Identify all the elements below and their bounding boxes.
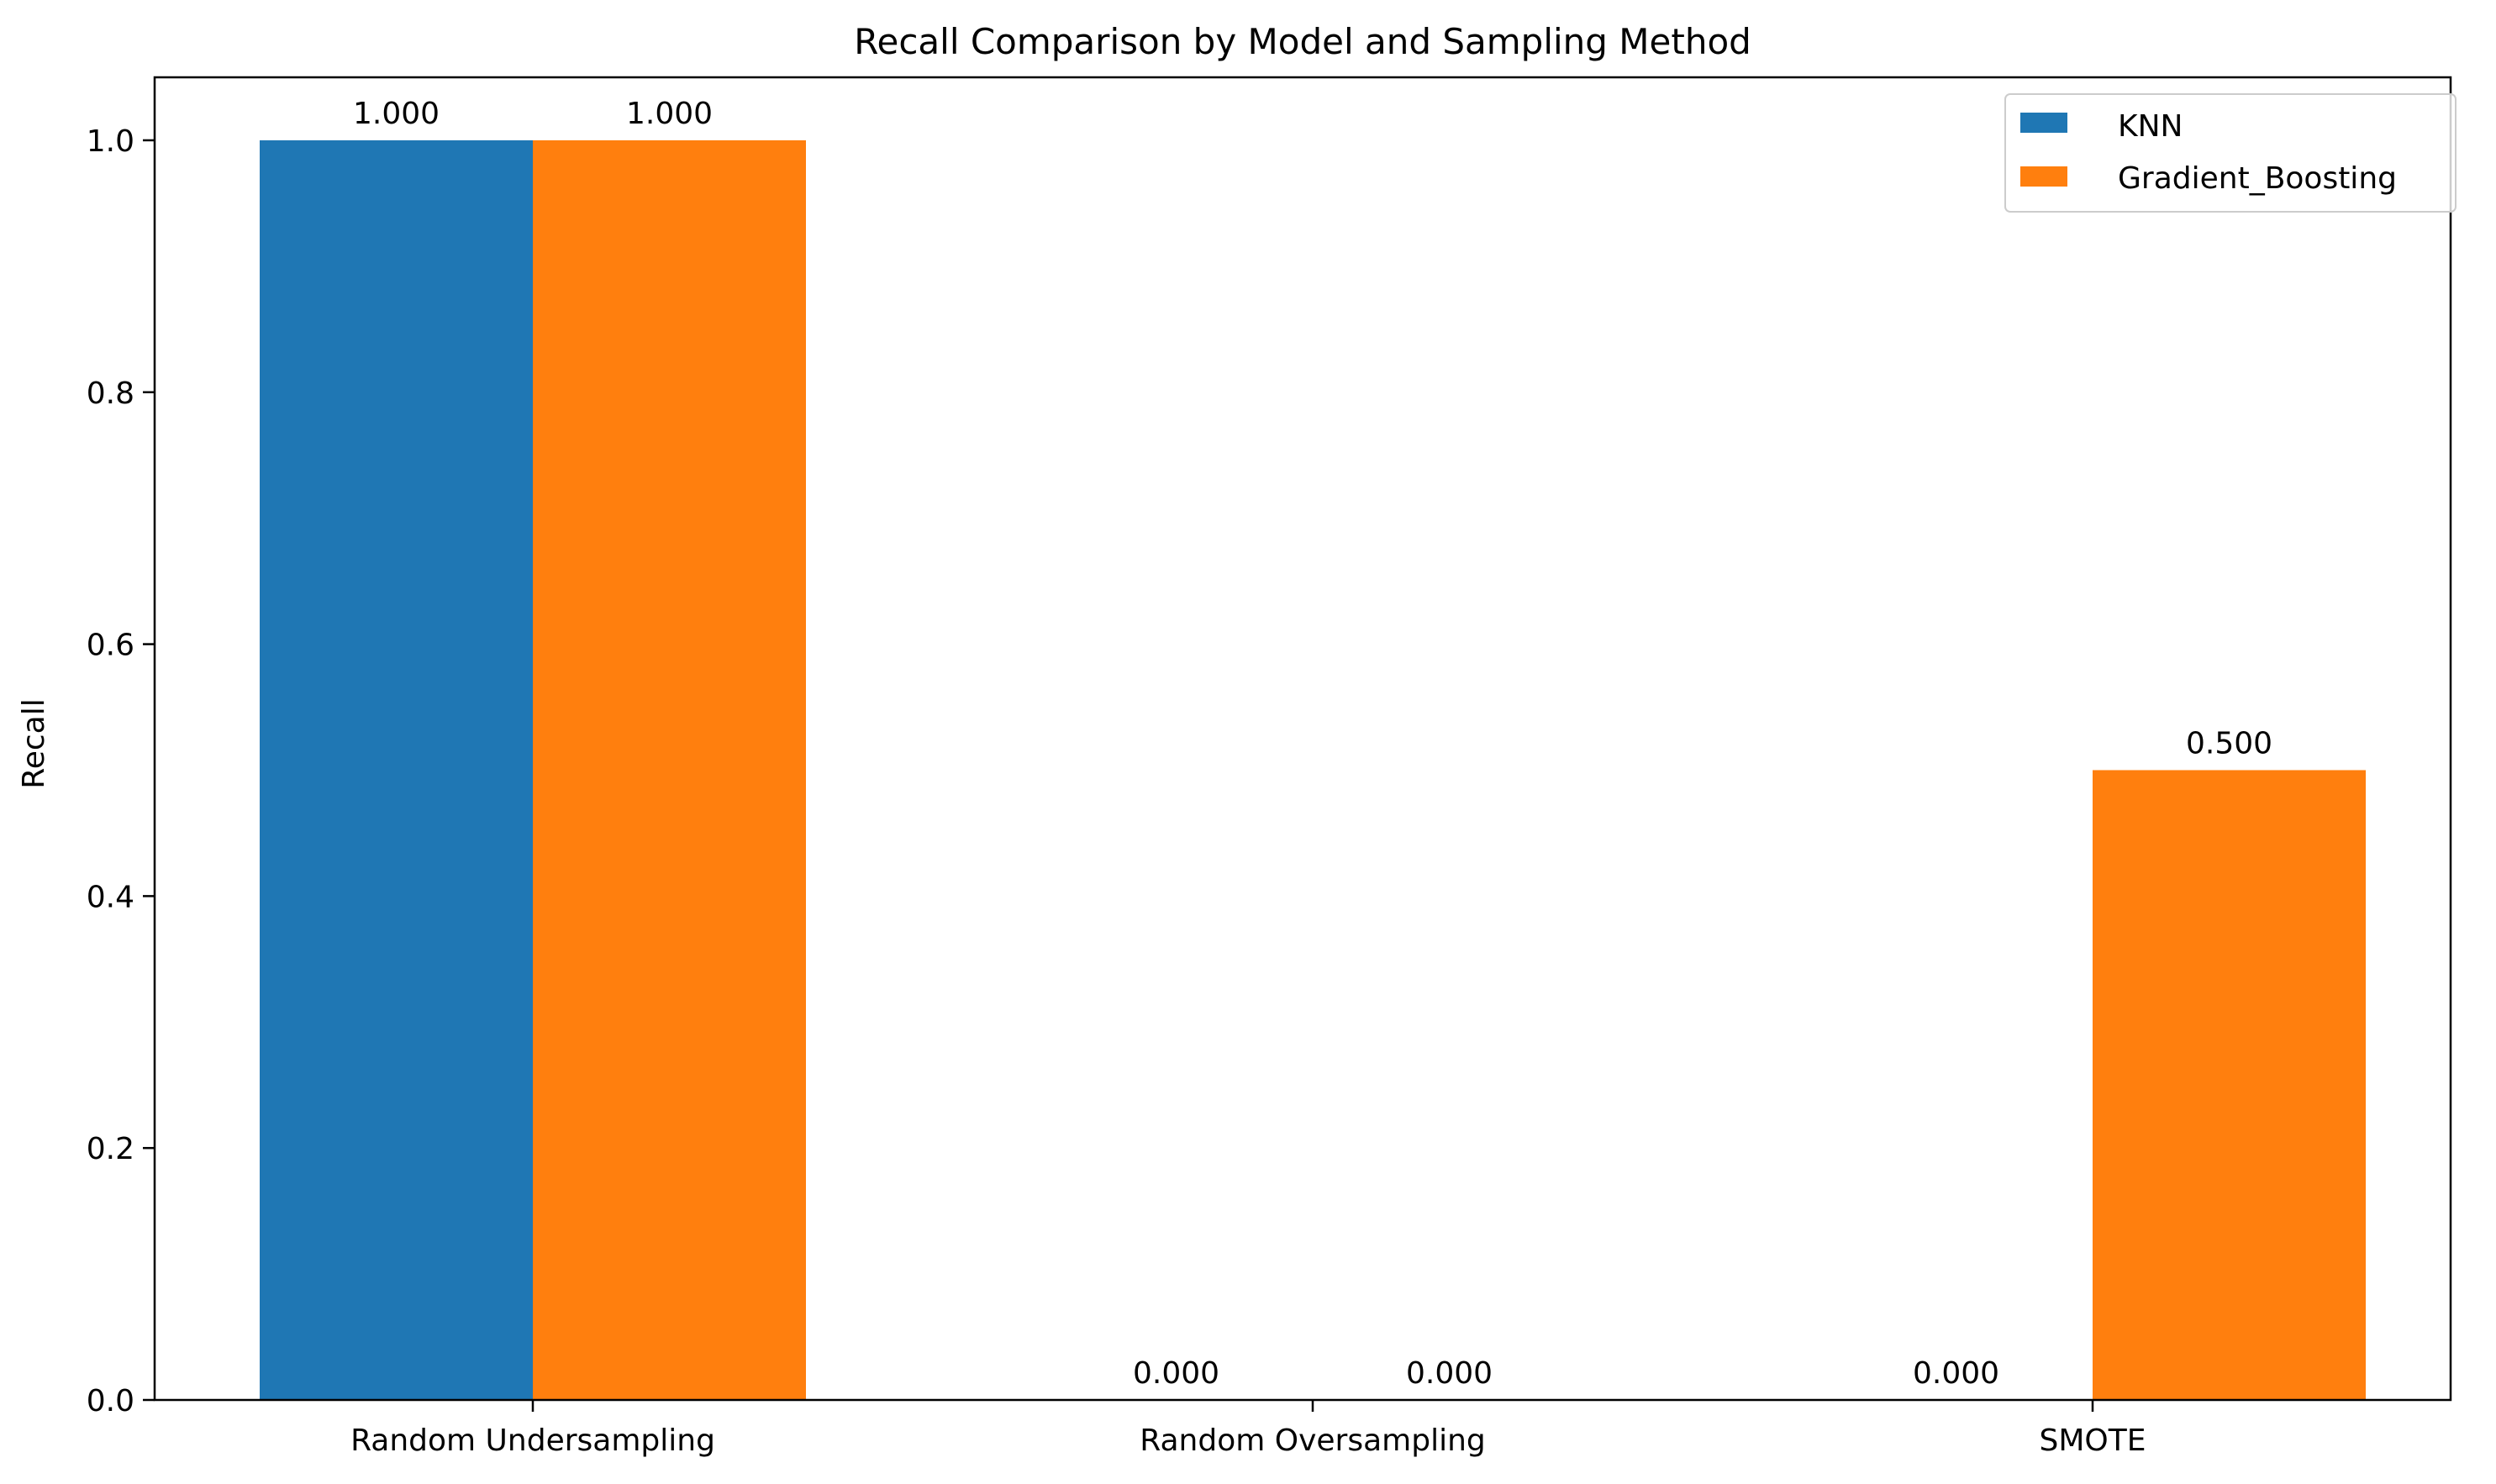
legend-swatch-knn (2020, 113, 2067, 133)
bar-gradient-boosting-0 (533, 139, 806, 1400)
y-tick-label-2: 0.4 (87, 880, 134, 914)
y-tick-label-1: 0.2 (87, 1132, 134, 1166)
x-tick-label-1: Random Oversampling (1140, 1423, 1486, 1458)
y-axis-ticks: 0.0 0.2 0.4 0.6 0.8 1.0 (87, 124, 155, 1418)
legend-label-gradient-boosting: Gradient_Boosting (2118, 161, 2397, 196)
value-label-knn-0: 1.000 (353, 97, 440, 131)
value-labels-layer: 1.000 0.000 0.000 1.000 0.000 0.500 (353, 97, 2272, 1391)
chart-title: Recall Comparison by Model and Sampling … (854, 21, 1751, 62)
value-label-gradient-boosting-2: 0.500 (2186, 726, 2272, 760)
value-label-gradient-boosting-0: 1.000 (626, 97, 713, 131)
legend-label-knn: KNN (2118, 109, 2183, 144)
value-label-gradient-boosting-1: 0.000 (1406, 1356, 1493, 1391)
y-tick-label-5: 1.0 (87, 124, 134, 159)
x-tick-label-2: SMOTE (2040, 1423, 2146, 1458)
y-tick-label-0: 0.0 (87, 1384, 134, 1418)
y-axis-label: Recall (17, 698, 51, 788)
y-tick-label-3: 0.6 (87, 629, 134, 663)
bars-layer (260, 139, 2366, 1400)
legend: KNN Gradient_Boosting (2004, 93, 2457, 213)
plot-frame (153, 76, 2452, 1402)
bar-gradient-boosting-2 (2093, 770, 2366, 1400)
x-tick-label-0: Random Undersampling (350, 1423, 715, 1458)
x-axis-ticks: Random Undersampling Random Oversampling S… (350, 1400, 2146, 1458)
legend-swatch-gradient-boosting (2020, 166, 2067, 187)
value-label-knn-1: 0.000 (1133, 1356, 1219, 1391)
legend-frame (2004, 93, 2457, 213)
value-label-knn-2: 0.000 (1913, 1356, 1999, 1391)
y-tick-label-4: 0.8 (87, 376, 134, 411)
bar-knn-0 (260, 139, 533, 1400)
